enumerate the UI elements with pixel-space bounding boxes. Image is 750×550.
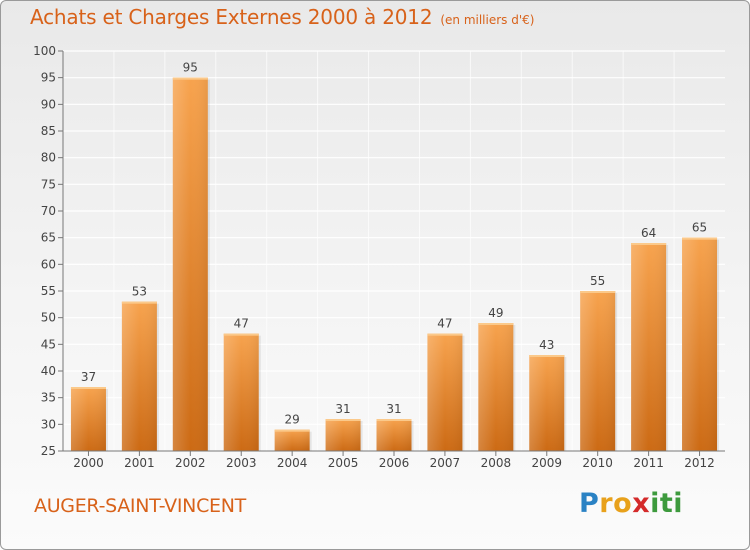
- proxiti-logo: Proxiti: [579, 488, 683, 519]
- bar-value-label: 95: [183, 61, 198, 75]
- bar-layer: [70, 77, 720, 452]
- bar-value-label: 31: [386, 402, 401, 416]
- y-tick-label: 65: [41, 231, 56, 245]
- bar-top-edge: [427, 333, 463, 336]
- bar-top-edge: [580, 291, 616, 293]
- label-layer: 25 30 35 40 45 50 55 60 65 70 75 80 85 90 95 100 37 2000 5…: [33, 44, 715, 470]
- x-tick-label: 2000: [73, 456, 104, 470]
- bar-shine: [274, 429, 310, 451]
- bar-shine: [325, 419, 361, 451]
- bar-value-label: 53: [132, 285, 147, 299]
- axis-layer: [58, 50, 725, 456]
- bar-value-label: 37: [81, 370, 96, 384]
- bar-shine: [121, 301, 157, 451]
- bar-top-edge: [172, 77, 208, 80]
- y-tick-label: 80: [41, 151, 56, 165]
- bar-value-label: 65: [692, 221, 707, 235]
- bar-top-edge: [376, 419, 412, 421]
- bar-value-label: 29: [285, 413, 300, 427]
- bar-top-edge: [121, 301, 157, 304]
- x-tick-label: 2005: [328, 456, 359, 470]
- bar-shine: [682, 237, 718, 451]
- x-tick-label: 2001: [124, 456, 155, 470]
- y-tick-label: 35: [41, 391, 56, 405]
- y-tick-label: 30: [41, 417, 56, 431]
- bar-shine: [529, 355, 565, 451]
- x-tick-label: 2009: [531, 456, 562, 470]
- bar-shine: [70, 387, 106, 451]
- bar-top-edge: [631, 243, 667, 245]
- logo-letter: r: [599, 488, 614, 519]
- x-tick-label: 2011: [633, 456, 664, 470]
- y-tick-label: 45: [41, 337, 56, 351]
- logo-letter: t: [659, 488, 674, 519]
- y-tick-label: 95: [41, 71, 56, 85]
- y-tick-label: 55: [41, 284, 56, 298]
- x-tick-label: 2004: [277, 456, 308, 470]
- y-tick-label: 75: [41, 177, 56, 191]
- bar-value-label: 47: [234, 317, 249, 331]
- commune-name: AUGER-SAINT-VINCENT: [34, 495, 246, 517]
- logo-letter: i: [673, 488, 684, 519]
- logo-letter: x: [632, 488, 651, 519]
- logo-letter: P: [579, 488, 600, 519]
- bar-shine: [427, 333, 463, 451]
- y-tick-label: 85: [41, 124, 56, 138]
- bar-top-edge: [70, 387, 106, 389]
- x-tick-label: 2007: [430, 456, 461, 470]
- logo-letter: o: [613, 488, 633, 519]
- chart-title: Achats et Charges Externes 2000 à 2012: [30, 5, 433, 29]
- x-tick-label: 2002: [175, 456, 206, 470]
- y-tick-label: 90: [41, 97, 56, 111]
- x-tick-label: 2012: [684, 456, 715, 470]
- bar-top-edge: [274, 429, 310, 432]
- x-tick-label: 2010: [582, 456, 613, 470]
- y-tick-label: 50: [41, 311, 56, 325]
- x-tick-label: 2008: [481, 456, 512, 470]
- bar-shine: [580, 291, 616, 451]
- chart-unit: (en milliers d'€): [440, 13, 535, 27]
- bar-top-edge: [223, 333, 259, 336]
- y-tick-label: 60: [41, 257, 56, 271]
- y-tick-label: 100: [33, 44, 56, 58]
- y-tick-label: 70: [41, 204, 56, 218]
- bar-value-label: 43: [539, 338, 554, 352]
- bar-value-label: 31: [335, 402, 350, 416]
- bar-top-edge: [478, 323, 514, 325]
- bar-shine: [631, 243, 667, 451]
- bar-value-label: 49: [488, 306, 503, 320]
- bar-shine: [478, 323, 514, 451]
- x-tick-label: 2006: [379, 456, 410, 470]
- y-tick-label: 40: [41, 364, 56, 378]
- bar-top-edge: [325, 419, 361, 421]
- bar-shine: [376, 419, 412, 451]
- bar-value-label: 64: [641, 226, 656, 240]
- bar-shine: [172, 77, 208, 452]
- bar-value-label: 47: [437, 317, 452, 331]
- title-line: Achats et Charges Externes 2000 à 2012 (e…: [30, 5, 534, 29]
- logo-letter: i: [650, 488, 660, 519]
- x-tick-label: 2003: [226, 456, 257, 470]
- y-tick-label: 25: [41, 444, 56, 458]
- bar-top-edge: [529, 355, 565, 357]
- bar-top-edge: [682, 237, 718, 240]
- grid-layer: [63, 50, 725, 451]
- bar-value-label: 55: [590, 274, 605, 288]
- bar-shine: [223, 333, 259, 451]
